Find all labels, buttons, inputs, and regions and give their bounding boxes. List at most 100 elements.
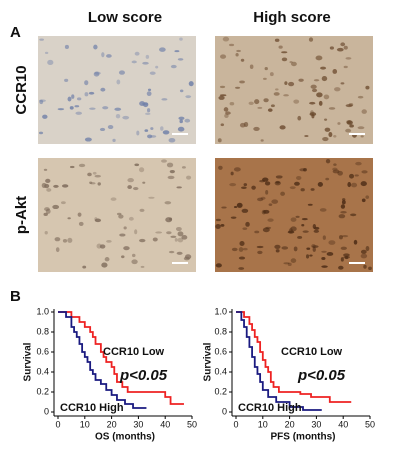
cell (179, 89, 184, 93)
cell (328, 107, 336, 110)
cell (295, 215, 300, 218)
cell (45, 178, 51, 183)
cell (84, 92, 89, 97)
cell (281, 51, 288, 54)
cell (67, 217, 71, 220)
cell (351, 182, 358, 188)
cell (317, 182, 323, 187)
cell (159, 47, 166, 52)
cell (99, 244, 106, 249)
cell (332, 169, 340, 174)
panel-label: B (10, 288, 21, 305)
x-tick-label: 0 (55, 419, 60, 429)
cell (344, 256, 349, 260)
x-tick-label: 50 (187, 419, 197, 429)
y-tick-label: 0.4 (214, 366, 227, 376)
cell (321, 250, 327, 253)
cell (263, 209, 270, 214)
cell (245, 221, 250, 227)
cell (178, 116, 185, 120)
cell (322, 136, 329, 142)
cell (340, 204, 346, 209)
cell (229, 183, 237, 187)
cell (69, 106, 74, 110)
x-tick-label: 30 (311, 419, 321, 429)
cell (235, 86, 241, 89)
cell (222, 36, 230, 42)
cell (97, 182, 101, 186)
cell (275, 88, 279, 91)
cell (300, 188, 305, 192)
cell (275, 175, 283, 179)
cell (274, 244, 281, 250)
cell (311, 88, 318, 93)
cell (239, 80, 245, 84)
cell (265, 226, 272, 230)
cell (176, 251, 183, 255)
cell (39, 38, 44, 41)
cell (152, 237, 158, 242)
cell (96, 243, 102, 249)
cell (360, 135, 364, 138)
cell (360, 253, 368, 259)
row-title: CCR10 (13, 65, 30, 114)
cell (302, 230, 309, 233)
cell (254, 99, 260, 105)
x-tick-label: 20 (285, 419, 295, 429)
cell (115, 114, 121, 119)
series-label: CCR10 Low (103, 346, 165, 358)
cell (220, 123, 225, 127)
cell (264, 181, 271, 186)
cell (93, 71, 100, 77)
cell (236, 49, 241, 53)
cell (139, 238, 146, 243)
cell (233, 205, 238, 209)
cell (321, 257, 326, 261)
cell (161, 159, 167, 163)
cell (281, 246, 289, 250)
y-tick-label: 1.0 (36, 306, 49, 316)
cell (44, 231, 48, 235)
cell (179, 37, 183, 41)
y-tick-label: 1.0 (214, 306, 227, 316)
x-axis-label: PFS (months) (271, 432, 336, 443)
x-tick-label: 0 (233, 419, 238, 429)
cell (166, 231, 172, 235)
cell (47, 59, 54, 66)
cell (368, 266, 372, 271)
cell (155, 231, 163, 234)
y-tick-label: 0.8 (214, 326, 227, 336)
cell (67, 237, 73, 243)
cell (110, 197, 117, 201)
cell (310, 110, 314, 116)
cell (238, 247, 244, 252)
cell (219, 94, 227, 97)
x-tick-label: 10 (258, 419, 268, 429)
cell (313, 229, 320, 233)
cell (94, 218, 102, 223)
cell (363, 264, 367, 269)
cell (312, 223, 317, 229)
cell (101, 262, 108, 268)
cell (334, 87, 341, 92)
cell (176, 186, 182, 189)
cell (303, 168, 307, 172)
column-title: High score (253, 9, 331, 26)
annotation: p<0.05 (297, 367, 346, 384)
cell (177, 58, 184, 61)
panel-label: A (10, 24, 21, 41)
cell (142, 61, 149, 65)
annotation: p<0.05 (119, 367, 168, 384)
cell (325, 177, 330, 181)
cell (75, 111, 82, 115)
cell (345, 57, 352, 60)
cell (270, 104, 275, 108)
cell (43, 168, 48, 171)
cell (78, 221, 84, 226)
cell (267, 108, 273, 112)
x-axis-label: OS (months) (95, 432, 155, 443)
cell (136, 130, 140, 136)
cell (342, 198, 346, 201)
cell (365, 85, 370, 90)
cell (224, 113, 229, 119)
